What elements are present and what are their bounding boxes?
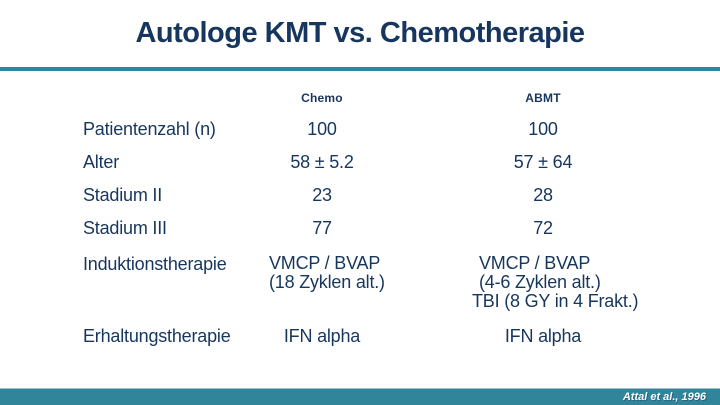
slide-title: Autologe KMT vs. Chemotherapie	[135, 17, 585, 49]
table-row-erhaltungstherapie: Erhaltungstherapie IFN alpha IFN alpha	[0, 326, 720, 350]
row-label: Stadium III	[83, 218, 167, 238]
cell-line: (18 Zyklen alt.)	[269, 272, 385, 292]
table-row-stadium-ii: Stadium II 23 28	[0, 185, 720, 209]
citation-text: Attal et al., 1996	[622, 391, 706, 403]
table-row-alter: Alter 58 ± 5.2 57 ± 64	[0, 152, 720, 176]
cell-abmt: 100	[528, 119, 558, 139]
table-row-stadium-iii: Stadium III 77 72	[0, 218, 720, 242]
column-header-chemo: Chemo	[301, 91, 343, 105]
cell-abmt: 72	[533, 218, 553, 238]
cell-abmt: 57 ± 64	[513, 152, 573, 172]
cell-chemo: 100	[307, 119, 337, 139]
cell-chemo: 58 ± 5.2	[290, 152, 354, 172]
cell-chemo: 77	[312, 218, 332, 238]
cell-chemo-multiline: VMCP / BVAP (18 Zyklen alt.)	[269, 254, 385, 292]
cell-line: (4-6 Zyklen alt.)	[479, 272, 601, 292]
row-label: Alter	[83, 152, 120, 172]
row-label: Patientenzahl (n)	[83, 119, 216, 139]
row-label: Stadium II	[83, 185, 163, 205]
cell-line: TBI (8 GY in 4 Frakt.)	[472, 291, 639, 311]
cell-line: VMCP / BVAP	[479, 253, 591, 273]
column-header-abmt: ABMT	[525, 91, 561, 105]
cell-abmt: 28	[533, 185, 553, 205]
row-label: Induktionstherapie	[83, 254, 227, 274]
cell-chemo: IFN alpha	[283, 326, 361, 346]
table-row-patientenzahl: Patientenzahl (n) 100 100	[0, 119, 720, 143]
footer-bar: Attal et al., 1996	[0, 388, 720, 405]
cell-chemo: 23	[312, 185, 332, 205]
title-divider	[0, 67, 720, 71]
row-label: Erhaltungstherapie	[83, 326, 231, 346]
table-row-induktionstherapie: Induktionstherapie VMCP / BVAP (18 Zykle…	[0, 254, 720, 311]
cell-abmt-multiline: VMCP / BVAP (4-6 Zyklen alt.) TBI (8 GY …	[472, 253, 639, 311]
cell-line: VMCP / BVAP	[269, 253, 381, 273]
cell-abmt: IFN alpha	[504, 326, 582, 346]
